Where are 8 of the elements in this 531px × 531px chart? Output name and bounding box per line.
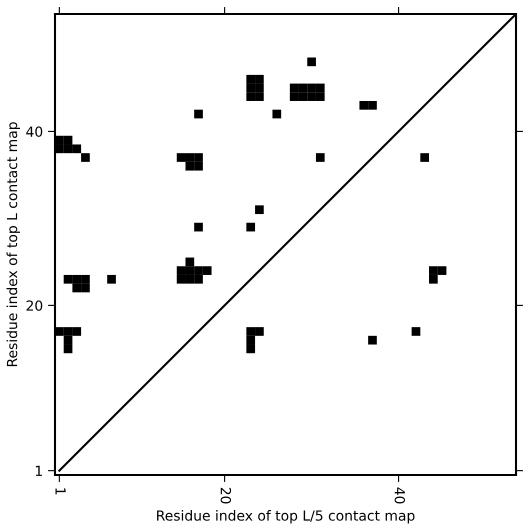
x-tick-label: 1: [56, 488, 66, 494]
y-tick-label: 20: [26, 300, 42, 311]
y-axis-title: Residue index of top L contact map: [6, 122, 20, 366]
x-axis-title: Residue index of top L/5 contact map: [157, 510, 415, 524]
y-tick-label: 1: [36, 466, 42, 476]
x-tick-label: 20: [220, 488, 232, 504]
x-tick-label: 40: [394, 487, 406, 504]
y-tick-label: 40: [26, 126, 42, 137]
